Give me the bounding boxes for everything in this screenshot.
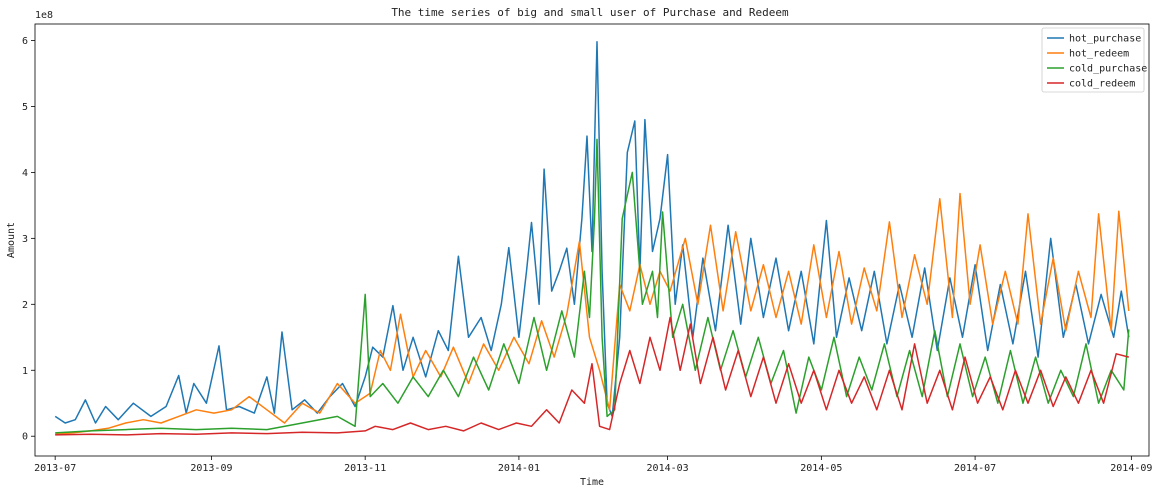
y-offset-text: 1e8 (35, 10, 53, 21)
series-group (54, 41, 1130, 436)
x-tick-label: 2014-05 (800, 463, 842, 474)
series-line-cold-purchase (55, 138, 1130, 434)
y-tick-label: 1 (22, 366, 28, 377)
x-tick-label: 2014-01 (498, 463, 540, 474)
x-tick-label: 2014-07 (954, 463, 996, 474)
series-line-hot-redeem (55, 192, 1130, 435)
x-tick-label: 2014-09 (1110, 463, 1152, 474)
y-axis: 0 1 2 3 4 5 6 (22, 36, 35, 443)
x-axis: 2013-07 2013-09 2013-11 2014-01 2014-03 2014-… (34, 456, 1152, 474)
legend-label: cold_purchase (1069, 64, 1147, 75)
legend-label: hot_purchase (1069, 34, 1141, 45)
x-axis-label: Time (580, 477, 604, 488)
x-tick-label: 2013-07 (34, 463, 76, 474)
y-tick-label: 3 (22, 234, 28, 245)
x-tick-label: 2014-03 (647, 463, 689, 474)
chart-title: The time series of big and small user of… (391, 6, 789, 19)
legend-label: cold_redeem (1069, 79, 1135, 90)
y-tick-label: 2 (22, 300, 28, 311)
y-tick-label: 5 (22, 102, 28, 113)
plot-frame (34, 23, 1150, 457)
y-tick-label: 6 (22, 36, 28, 47)
x-tick-label: 2013-09 (190, 463, 232, 474)
y-tick-label: 4 (22, 168, 28, 179)
series-line-cold-redeem (55, 316, 1129, 436)
series-line-hot-purchase (54, 41, 1130, 424)
y-axis-label: Amount (6, 222, 17, 258)
legend-box (1041, 27, 1145, 93)
x-tick-label: 2013-11 (344, 463, 386, 474)
legend: hot_purchase hot_redeem cold_purchase cold_… (1041, 27, 1147, 93)
y-tick-label: 0 (22, 432, 28, 443)
legend-label: hot_redeem (1069, 49, 1129, 60)
